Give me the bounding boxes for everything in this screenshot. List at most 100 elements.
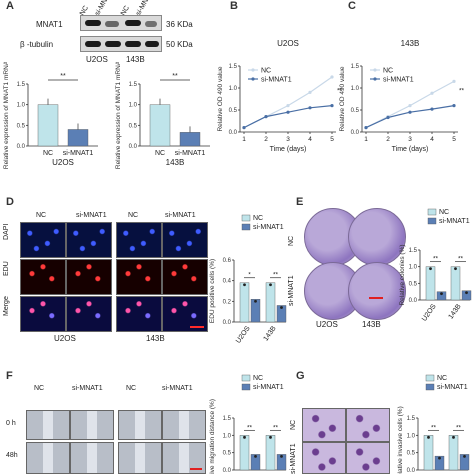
y-axis-label: Relative expression of MNAT1 mRNA: [3, 62, 10, 169]
data-point: [280, 455, 283, 458]
y-tick-label: 1.0: [129, 103, 138, 109]
x-tick-label: 143B: [448, 303, 463, 321]
legend-swatch: [241, 374, 251, 382]
panel-label-g: G: [296, 370, 305, 382]
bar: [423, 435, 434, 471]
y-tick-label: 1.5: [351, 64, 360, 70]
x-tick-label: 3: [286, 136, 290, 143]
x-tick-label: 5: [452, 136, 456, 143]
y-tick-label: 0.0: [17, 144, 26, 150]
transwell-image: [346, 408, 390, 442]
micro-merge: [20, 296, 66, 332]
f-col-label: si-MNAT1: [162, 385, 193, 392]
chart-title: 143B: [401, 39, 420, 48]
y-tick-label: 0.4: [223, 279, 232, 285]
data-point: [280, 306, 283, 309]
significance-label: **: [273, 272, 279, 279]
e-row-label: NC: [288, 235, 295, 246]
bar: [265, 282, 276, 323]
legend-label: NC: [439, 209, 449, 216]
f-col-label: NC: [34, 385, 45, 392]
y-tick-label: 0.5: [407, 451, 416, 457]
panel-label-c: C: [348, 0, 356, 12]
bar: [276, 454, 287, 471]
data-point: [452, 79, 456, 83]
x-tick-label: 4: [430, 136, 434, 143]
g-row-label: NC: [290, 419, 297, 430]
data-point: [454, 267, 457, 271]
wb-band: [85, 20, 101, 26]
legend-label: si-MNAT1: [253, 224, 284, 231]
data-point: [254, 299, 257, 303]
bar: [37, 104, 59, 147]
legend-label: si-MNAT1: [439, 218, 470, 225]
d-col-label: si-MNAT1: [76, 212, 107, 219]
data-point: [286, 110, 290, 114]
f-col-label: si-MNAT1: [72, 385, 103, 392]
data-point: [429, 267, 432, 271]
x-tick-label: 3: [408, 136, 412, 143]
data-point: [243, 283, 246, 287]
data-point: [264, 115, 268, 119]
micro-dapi: [162, 222, 208, 258]
line-chart-143b-od: 143B 0.0 0.5 1.0 1.5 Relative OD 490 value 1 2 3…: [339, 39, 465, 153]
y-axis-label: Relative OD 490 value: [217, 66, 224, 131]
y-tick-label: 1.0: [407, 433, 416, 439]
legend-label: NC: [261, 68, 271, 75]
x-axis-label: Time (days): [270, 146, 307, 153]
y-tick-label: 1.5: [129, 82, 138, 88]
y-tick-label: 0.0: [129, 144, 138, 150]
data-point: [438, 456, 441, 460]
data-point: [308, 106, 312, 110]
legend-marker: [251, 68, 255, 72]
wb-band: [85, 41, 101, 47]
wb-band: [125, 41, 141, 47]
wound-image: [118, 410, 162, 440]
y-axis-label: Relative migration distance (%): [209, 399, 216, 474]
legend-label: NC: [383, 68, 393, 75]
significance-label: *: [248, 272, 251, 279]
micro-dapi: [116, 222, 162, 258]
e-row-label: si-MNAT1: [288, 275, 295, 306]
data-point: [452, 104, 456, 108]
legend-marker: [373, 68, 377, 72]
y-tick-label: 0.5: [17, 123, 26, 129]
micro-edu: [116, 259, 162, 295]
x-tick-label: NC: [155, 150, 165, 157]
significance-label: **: [431, 424, 437, 431]
y-tick-label: 0.6: [223, 258, 232, 264]
chart-title: U2OS: [277, 39, 299, 48]
colony-dish: [348, 262, 406, 320]
significance-label: **: [459, 87, 465, 94]
scale-bar: [190, 468, 202, 470]
y-axis-label: Relative OD 490 value: [339, 66, 346, 131]
data-point: [243, 435, 246, 439]
bar: [425, 266, 436, 301]
d-row-label: EDU: [3, 261, 10, 276]
micro-edu: [162, 259, 208, 295]
legend-label: si-MNAT1: [253, 384, 284, 391]
x-tick-label: 143B: [263, 325, 278, 343]
y-tick-label: 0.5: [409, 281, 418, 287]
wb-cell-u2os: U2OS: [86, 55, 108, 64]
y-tick-label: 0.0: [351, 130, 360, 136]
x-tick-label: U2OS: [421, 303, 438, 323]
micro-dapi: [20, 222, 66, 258]
x-axis-label: Time (days): [392, 146, 429, 153]
d-row-label: DAPI: [3, 223, 10, 240]
bar: [149, 104, 171, 147]
bar-chart-143b-mrna: 0.0 0.5 1.0 1.5 Relative expression of MNAT1…: [115, 62, 210, 169]
f-row-label: 0 h: [6, 420, 16, 427]
bar: [461, 290, 472, 301]
y-tick-label: 0.0: [223, 468, 232, 474]
legend-swatch: [427, 208, 437, 216]
data-point: [364, 126, 368, 130]
wound-image: [118, 442, 162, 474]
bar: [276, 305, 287, 323]
bar: [179, 132, 201, 147]
x-tick-label: si-MNAT1: [63, 150, 94, 157]
significance-label: **: [60, 73, 66, 80]
y-tick-label: 0.0: [223, 320, 232, 326]
micro-dapi: [66, 222, 112, 258]
x-tick-label: 2: [264, 136, 268, 143]
